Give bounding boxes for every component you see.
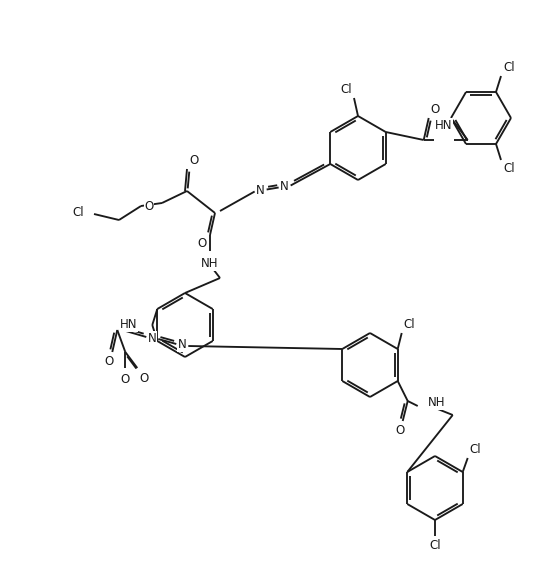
Text: N: N [280,180,289,193]
Text: Cl: Cl [503,61,515,74]
Text: O: O [189,154,198,167]
Text: O: O [140,372,149,385]
Text: NH: NH [428,397,445,410]
Text: Cl: Cl [72,205,84,218]
Text: N: N [256,184,265,197]
Text: HN: HN [435,119,452,132]
Text: Cl: Cl [470,443,481,456]
Text: N: N [148,332,157,344]
Text: O: O [144,200,154,212]
Text: Cl: Cl [503,162,515,175]
Text: Cl: Cl [429,539,441,552]
Text: HN: HN [120,319,137,332]
Text: O: O [395,424,405,437]
Text: O: O [431,103,440,116]
Text: N: N [178,339,187,352]
Text: O: O [121,373,130,386]
Text: NH: NH [201,257,219,270]
Text: O: O [105,355,114,368]
Text: O: O [198,237,207,250]
Text: Cl: Cl [340,83,352,96]
Text: Cl: Cl [403,318,415,331]
